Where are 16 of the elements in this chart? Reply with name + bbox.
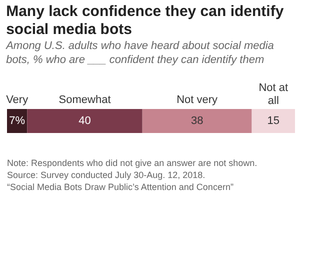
series-label: Not at all xyxy=(258,82,288,107)
data-label: 40 xyxy=(78,115,91,127)
bar xyxy=(252,109,295,133)
bar xyxy=(27,109,142,133)
bar xyxy=(142,109,252,133)
data-label: 15 xyxy=(267,115,280,127)
chart-title: Many lack confidence they can identify social media bots xyxy=(6,3,284,38)
data-label: 38 xyxy=(190,115,204,127)
data-label: 7% xyxy=(9,115,26,127)
series-label: Somewhat xyxy=(58,94,111,106)
source-note: Source: Survey conducted July 30-Aug. 12, 2018. xyxy=(7,170,206,180)
text: Note: Respondents who did not give an answer are not shown. xyxy=(7,158,258,168)
text: “Social Media Bots Draw Public’s Attention and Concern” xyxy=(7,182,234,192)
series-label: Very xyxy=(6,94,29,106)
chart-subtitle: Among U.S. adults who have heard about social media bots, % who are ___ confident they can identify them xyxy=(5,40,274,66)
series-label: Not very xyxy=(176,94,218,106)
